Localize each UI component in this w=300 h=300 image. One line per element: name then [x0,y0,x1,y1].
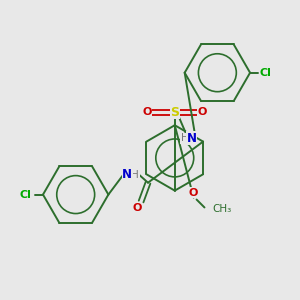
Text: O: O [189,188,198,198]
Text: Cl: Cl [19,190,31,200]
Text: O: O [198,107,207,117]
Text: H: H [181,133,189,143]
Text: N: N [122,168,132,181]
Text: S: S [170,106,179,119]
Text: O: O [142,107,152,117]
Text: N: N [187,132,196,145]
Text: Cl: Cl [260,68,272,78]
Text: O: O [132,203,142,214]
Text: H: H [131,170,139,180]
Text: CH₃: CH₃ [212,204,232,214]
